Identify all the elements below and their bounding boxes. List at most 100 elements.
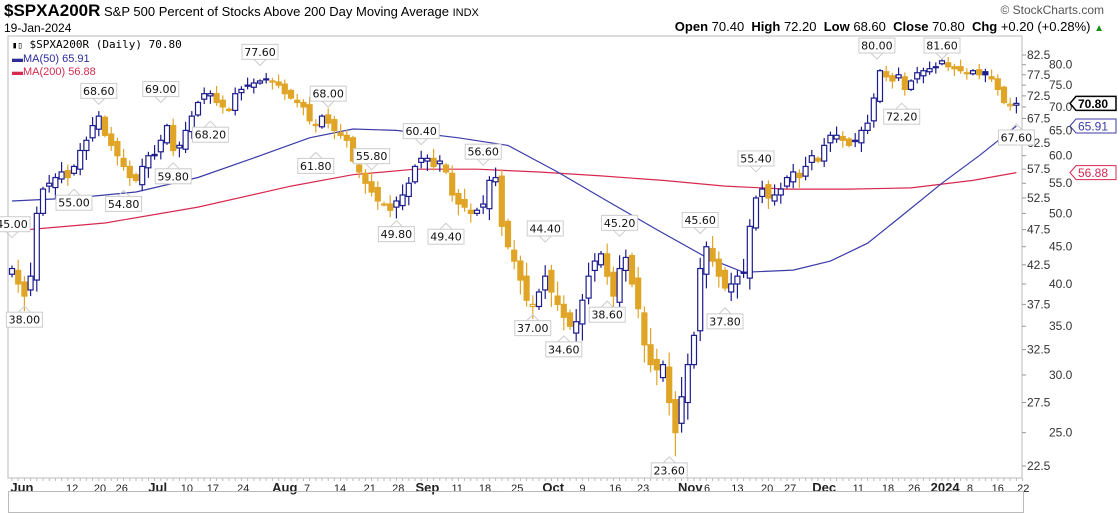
x-tick-label: 9	[579, 483, 585, 495]
candle	[616, 255, 623, 309]
candle-body	[126, 165, 133, 179]
y-tick-label: 72.5	[1027, 89, 1051, 103]
candle	[734, 270, 741, 299]
candle-body	[734, 275, 741, 285]
candle	[752, 195, 760, 231]
candle-body	[145, 155, 152, 169]
candle-body	[256, 80, 264, 84]
candle-body	[250, 82, 257, 88]
candle	[523, 262, 530, 307]
annotation-box	[650, 462, 688, 479]
candle	[21, 276, 28, 312]
candle	[628, 252, 636, 288]
value-annotation: 23.60	[650, 456, 688, 479]
annotation-pointer	[935, 52, 949, 60]
candle-body	[15, 269, 22, 285]
x-tick-label: 18	[882, 483, 894, 495]
annotation-box	[706, 313, 744, 330]
annotation-label: 38.00	[9, 314, 41, 327]
candle	[597, 250, 605, 268]
price-tag-price: 70.80	[1069, 95, 1117, 112]
annotation-pointer	[538, 235, 552, 243]
candle-body	[994, 78, 1001, 90]
annotation-pointer	[5, 231, 19, 239]
candle-body	[418, 157, 425, 163]
candle	[256, 79, 264, 85]
candle	[517, 255, 524, 295]
chg-value: +0.20 (+0.28%)	[1000, 19, 1091, 34]
annotation-label: 44.40	[529, 222, 561, 235]
x-tick-label: 10	[181, 483, 193, 495]
candle-body	[89, 124, 96, 139]
candle	[821, 138, 828, 167]
y-tick-label: 55.0	[1049, 176, 1073, 190]
annotation-box	[545, 341, 583, 358]
candle-body	[294, 99, 301, 104]
candle	[269, 77, 276, 90]
candle-body	[39, 188, 47, 214]
candle	[951, 63, 958, 77]
candle	[275, 74, 282, 89]
candle	[64, 164, 71, 186]
chg-label: Chg	[971, 19, 998, 34]
candle	[83, 136, 90, 160]
candle	[374, 181, 381, 210]
candle	[579, 294, 586, 341]
annotation-label: 68.20	[195, 129, 227, 142]
candle	[560, 295, 567, 331]
candle	[827, 131, 834, 153]
candle-body	[721, 269, 729, 289]
candle	[232, 87, 239, 116]
candle-body	[306, 104, 313, 122]
candle-body	[969, 70, 977, 75]
candle-body	[777, 188, 784, 196]
candle-body	[790, 171, 797, 183]
y-tick-label: 57.5	[1027, 162, 1051, 176]
candle	[387, 195, 394, 218]
candle-body	[188, 115, 195, 133]
legend-ma200: ▬MA(200) 56.88	[12, 66, 96, 78]
value-annotation: 68.00	[309, 85, 347, 108]
x-tick-label: 12	[66, 483, 78, 495]
candle	[101, 115, 109, 138]
annotation-label: 23.60	[653, 464, 685, 477]
candle	[542, 265, 549, 299]
price-chart: 82.580.077.575.072.570.067.565.062.560.0…	[0, 35, 1117, 495]
value-annotation: 59.80	[154, 162, 192, 185]
candle	[703, 241, 710, 289]
y-tick-label: 42.5	[1027, 258, 1051, 272]
candle-body	[932, 66, 939, 69]
candle-body	[480, 203, 487, 208]
candle	[790, 164, 797, 189]
candle	[46, 175, 53, 193]
candle	[126, 160, 133, 186]
y-tick-label: 65.0	[1049, 123, 1073, 137]
candle	[337, 124, 344, 140]
candle-body	[628, 255, 636, 285]
candle-body	[914, 72, 921, 80]
value-annotation: 55.40	[737, 150, 775, 173]
value-annotation: 38.00	[5, 305, 43, 328]
candle-body	[244, 84, 251, 87]
annotation-box	[923, 37, 961, 54]
low-value: 68.60	[853, 19, 886, 34]
candle-body	[8, 267, 16, 275]
value-annotation: 49.80	[377, 219, 415, 243]
candle-body	[362, 172, 369, 184]
symbol: $SPXA200R	[4, 1, 101, 20]
candle	[759, 180, 766, 204]
candle	[300, 99, 307, 116]
candle-body	[845, 138, 853, 146]
value-annotation: 69.00	[142, 81, 180, 104]
x-tick-label: 13	[731, 483, 743, 495]
candle-body	[101, 116, 109, 136]
candle-body	[201, 93, 208, 100]
candle	[876, 69, 884, 104]
candle-body	[275, 81, 282, 86]
y-tick-label: 32.5	[1027, 343, 1051, 357]
legend-ma200-text: MA(200) 56.88	[23, 66, 96, 78]
candle-body	[300, 101, 307, 108]
annotation-pointer	[166, 162, 180, 170]
candle	[250, 78, 257, 94]
candle	[504, 218, 512, 250]
